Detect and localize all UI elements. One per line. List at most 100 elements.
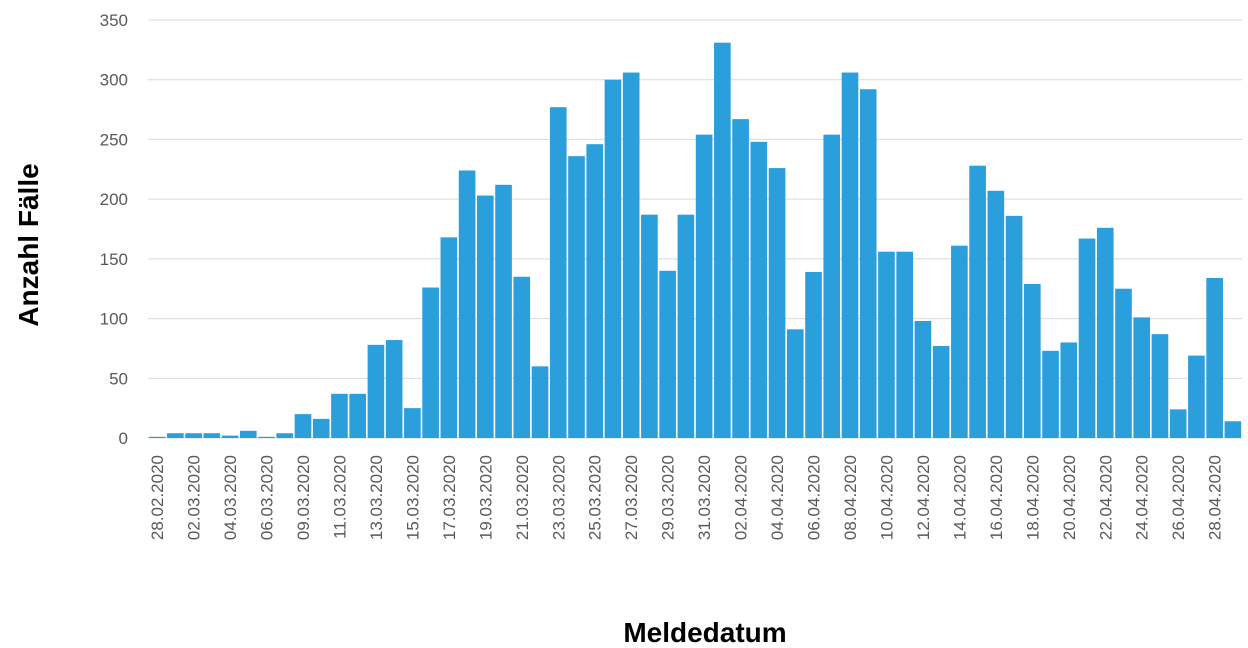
x-tick-label: 04.04.2020 bbox=[768, 455, 787, 540]
y-tick-label: 300 bbox=[100, 71, 128, 90]
bar bbox=[331, 393, 348, 438]
bar bbox=[932, 346, 950, 438]
bar bbox=[1024, 283, 1041, 438]
bar bbox=[896, 251, 913, 438]
x-tick-label: 21.03.2020 bbox=[513, 455, 532, 540]
bar bbox=[732, 119, 749, 438]
bar bbox=[367, 344, 385, 438]
bar bbox=[823, 134, 841, 438]
bar bbox=[695, 134, 713, 438]
y-tick-label: 100 bbox=[100, 310, 128, 329]
bar bbox=[622, 72, 640, 438]
bar bbox=[969, 165, 986, 438]
y-tick-label: 250 bbox=[100, 130, 128, 149]
bar bbox=[786, 329, 804, 438]
x-tick-label: 23.03.2020 bbox=[549, 455, 568, 540]
x-axis-title: Meldedatum bbox=[623, 617, 786, 648]
bar bbox=[167, 433, 184, 438]
bar bbox=[221, 435, 239, 438]
x-tick-label: 14.04.2020 bbox=[950, 455, 969, 540]
bar bbox=[1188, 355, 1205, 438]
bar bbox=[294, 414, 312, 438]
x-tick-label: 13.03.2020 bbox=[367, 455, 386, 540]
bar bbox=[1060, 342, 1078, 438]
bar bbox=[513, 276, 531, 438]
bar bbox=[1133, 317, 1151, 438]
x-tick-label: 09.03.2020 bbox=[294, 455, 313, 540]
x-tick-label: 16.04.2020 bbox=[987, 455, 1006, 540]
x-tick-label: 12.04.2020 bbox=[914, 455, 933, 540]
bar bbox=[1115, 288, 1132, 438]
bar bbox=[677, 214, 695, 438]
x-tick-label: 02.04.2020 bbox=[732, 455, 751, 540]
bar bbox=[1224, 421, 1242, 438]
bar bbox=[841, 72, 859, 438]
x-tick-label: 28.02.2020 bbox=[148, 455, 167, 540]
x-tick-label: 02.03.2020 bbox=[185, 455, 204, 540]
bar bbox=[495, 184, 512, 438]
y-axis-title: Anzahl Fälle bbox=[13, 163, 44, 326]
x-tick-label: 06.04.2020 bbox=[805, 455, 824, 540]
bar bbox=[349, 393, 366, 438]
x-tick-label: 10.04.2020 bbox=[877, 455, 896, 540]
x-tick-label: 28.04.2020 bbox=[1206, 455, 1225, 540]
bar bbox=[1206, 277, 1223, 438]
bar bbox=[549, 107, 567, 438]
bar bbox=[878, 251, 895, 438]
bar bbox=[440, 237, 458, 438]
bar bbox=[258, 436, 275, 438]
bar bbox=[148, 436, 166, 438]
bar bbox=[1042, 350, 1059, 438]
bar bbox=[276, 433, 294, 438]
bar bbox=[568, 156, 585, 439]
bar bbox=[239, 430, 257, 438]
bar bbox=[914, 320, 932, 438]
y-tick-label: 150 bbox=[100, 250, 128, 269]
bar bbox=[805, 271, 822, 438]
bar bbox=[987, 190, 1005, 438]
bar bbox=[951, 245, 968, 438]
bar bbox=[604, 79, 622, 438]
x-tick-label: 08.04.2020 bbox=[841, 455, 860, 540]
y-tick-label: 350 bbox=[100, 11, 128, 30]
x-tick-label: 31.03.2020 bbox=[695, 455, 714, 540]
bar bbox=[312, 418, 330, 438]
bar bbox=[477, 195, 494, 438]
x-tick-label: 27.03.2020 bbox=[622, 455, 641, 540]
bar bbox=[1169, 409, 1187, 438]
x-tick-label: 29.03.2020 bbox=[659, 455, 678, 540]
y-tick-label: 50 bbox=[109, 369, 128, 388]
x-tick-label: 19.03.2020 bbox=[476, 455, 495, 540]
bar bbox=[586, 144, 604, 438]
bar bbox=[714, 42, 731, 438]
x-tick-label: 22.04.2020 bbox=[1096, 455, 1115, 540]
x-tick-label: 04.03.2020 bbox=[221, 455, 240, 540]
x-tick-label: 06.03.2020 bbox=[258, 455, 277, 540]
x-tick-label: 15.03.2020 bbox=[403, 455, 422, 540]
x-tick-label: 11.03.2020 bbox=[330, 455, 349, 539]
bar bbox=[385, 340, 403, 438]
bar bbox=[531, 366, 549, 438]
bar bbox=[659, 270, 676, 438]
bar bbox=[1096, 227, 1114, 438]
x-tick-label: 17.03.2020 bbox=[440, 455, 459, 540]
bar bbox=[458, 170, 476, 439]
bar bbox=[859, 89, 877, 439]
x-tick-label: 20.04.2020 bbox=[1060, 455, 1079, 540]
y-tick-label: 0 bbox=[119, 429, 128, 448]
bar bbox=[203, 433, 221, 438]
bar bbox=[750, 141, 768, 438]
bar bbox=[1151, 334, 1169, 438]
bar bbox=[1005, 215, 1023, 438]
y-tick-label: 200 bbox=[100, 190, 128, 209]
x-tick-label: 24.04.2020 bbox=[1133, 455, 1152, 540]
bar bbox=[768, 168, 786, 438]
bar bbox=[185, 433, 202, 438]
x-tick-label: 25.03.2020 bbox=[586, 455, 605, 540]
x-tick-label: 18.04.2020 bbox=[1023, 455, 1042, 540]
bar bbox=[1078, 238, 1096, 438]
bar bbox=[641, 214, 658, 438]
x-tick-label: 26.04.2020 bbox=[1169, 455, 1188, 540]
